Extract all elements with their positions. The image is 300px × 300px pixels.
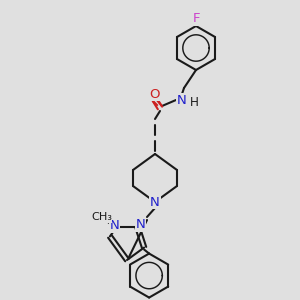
Text: O: O	[150, 88, 160, 100]
Text: H: H	[190, 95, 198, 109]
Text: N: N	[150, 196, 160, 208]
Text: N: N	[136, 218, 146, 231]
Text: CH₃: CH₃	[91, 212, 112, 222]
Text: F: F	[192, 13, 200, 26]
Text: N: N	[177, 94, 187, 106]
Text: N: N	[110, 219, 119, 232]
